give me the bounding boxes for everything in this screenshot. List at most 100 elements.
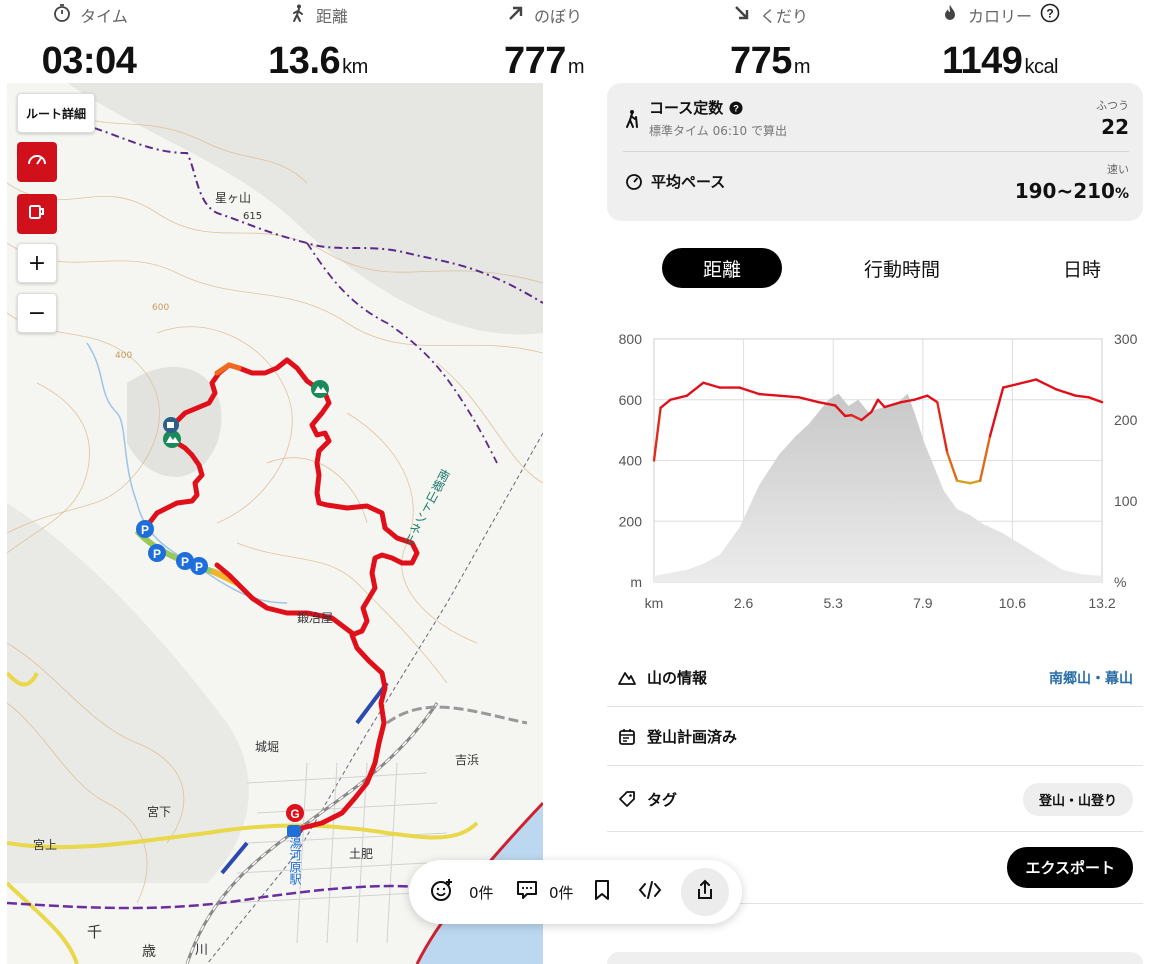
contour-label: 600	[152, 303, 170, 313]
pace-line-segment	[899, 398, 916, 404]
y-right-tick-label: 200	[1114, 412, 1138, 428]
x-tick-label: 10.6	[999, 595, 1026, 611]
station-label: 湯河原駅	[288, 837, 302, 885]
stat-descent: くだり 775 m	[660, 0, 880, 83]
climb-plan-label: 登山計画済み	[647, 728, 738, 746]
summit-marker[interactable]	[163, 430, 181, 448]
like-count: 0件	[469, 883, 494, 902]
pace-line-segment	[817, 400, 837, 407]
pace-line-segment	[870, 398, 880, 414]
pace-line-segment	[1015, 378, 1038, 386]
pace-line-segment	[1001, 383, 1018, 389]
tab-datetime[interactable]: 日時	[1062, 258, 1101, 281]
stat-value: 1149	[941, 40, 1023, 82]
bookmark-icon	[592, 878, 612, 906]
pace-line-segment	[758, 392, 781, 397]
x-tick-label: 2.6	[734, 595, 754, 611]
place-label: 川	[195, 943, 209, 958]
stat-label: タイム	[80, 7, 128, 26]
x-tick-label: 13.2	[1088, 595, 1115, 611]
cup-button[interactable]	[17, 194, 57, 234]
y-left-tick-label: 200	[619, 513, 643, 529]
cup-icon	[26, 201, 48, 227]
course-info-card: コース定数 ? 標準タイム 06:10 で算出 ふつう 22 平均ペース 速い …	[607, 83, 1143, 221]
pace-line-segment	[850, 413, 863, 422]
mountain-info-label: 山の情報	[647, 669, 708, 687]
arrow-down-right-icon	[732, 3, 752, 27]
map-canvas[interactable]: P P P P G	[7, 83, 543, 964]
stat-label: のぼり	[533, 7, 582, 26]
pace-speed-label: 速い	[1107, 163, 1129, 176]
place-label: 鍛冶屋	[297, 611, 334, 625]
pace-line-segment	[652, 406, 662, 462]
parking-marker[interactable]: P	[136, 520, 154, 538]
tag-row[interactable]: タグ 登山・山登り	[607, 767, 1143, 832]
embed-button[interactable]	[637, 860, 663, 924]
parking-marker[interactable]: P	[148, 544, 166, 562]
pace-line-segment	[860, 410, 873, 422]
svg-text:G: G	[290, 807, 299, 821]
stat-value: 13.6	[268, 40, 341, 82]
place-label: 星ヶ山	[215, 191, 252, 205]
pace-line-segment	[1034, 378, 1058, 391]
pace-line-segment	[797, 396, 820, 404]
route-detail-button[interactable]: ルート詳細	[17, 93, 95, 133]
pace-line-segment	[936, 400, 949, 454]
tab-distance[interactable]: 距離	[662, 248, 782, 288]
summit-marker[interactable]	[311, 380, 329, 398]
pace-line-segment	[978, 434, 992, 482]
mountain-names-link[interactable]: 南郷山・幕山	[1049, 670, 1133, 687]
pace-line-segment	[702, 381, 722, 389]
goal-marker[interactable]: G	[286, 804, 304, 822]
pace-line-segment	[833, 404, 847, 418]
y-left-tick-label: 400	[619, 453, 643, 469]
difficulty-label: ふつう	[1096, 99, 1129, 112]
bookmark-button[interactable]	[592, 860, 612, 924]
flame-icon	[940, 3, 960, 27]
zoom-in-button[interactable]: +	[17, 243, 57, 283]
export-row: エクスポート	[607, 832, 1143, 904]
chart-canvas: km 2.6 5.3 7.9 10.6 13.2 800 600 400 200 m 300 200 10…	[619, 331, 1138, 611]
elevation-area	[654, 393, 1102, 582]
pace-line-segment	[926, 394, 939, 404]
place-label: 吉浜	[455, 753, 480, 767]
svg-text:?: ?	[1046, 7, 1053, 21]
stat-time: タイム 03:04	[0, 0, 200, 83]
speedometer-icon	[26, 149, 48, 175]
svg-text:P: P	[195, 560, 203, 574]
contour-label: 400	[115, 351, 133, 361]
hiker-icon	[623, 109, 641, 133]
tag-chip[interactable]: 登山・山登り	[1022, 782, 1133, 816]
stat-label: くだり	[759, 7, 808, 26]
comment-count: 0件	[549, 883, 574, 902]
pace-line-segment	[738, 386, 761, 396]
export-button[interactable]: エクスポート	[1007, 847, 1133, 888]
route-map[interactable]: P P P P G ルート詳細 + − 星ヶ山 615 600 400 鍛冶屋 …	[7, 83, 543, 964]
share-button[interactable]	[681, 868, 729, 916]
action-bar: 0件 0件	[409, 860, 742, 924]
chart-tabs: 距離 行動時間 日時	[607, 248, 1143, 290]
parking-marker[interactable]: P	[190, 557, 208, 575]
cafe-marker[interactable]	[163, 417, 179, 433]
like-button[interactable]: 0件	[429, 860, 494, 924]
help-icon[interactable]: ?	[1040, 3, 1060, 27]
zoom-out-button[interactable]: −	[17, 293, 57, 333]
speedometer-icon	[625, 172, 643, 194]
mountain-info-row[interactable]: 山の情報 南郷山・幕山	[607, 649, 1143, 707]
help-icon[interactable]: ?	[729, 99, 743, 117]
elevation-pace-chart: km 2.6 5.3 7.9 10.6 13.2 800 600 400 200 m 300 200 10…	[607, 320, 1143, 620]
svg-text:P: P	[181, 555, 189, 569]
tab-active-time[interactable]: 行動時間	[863, 258, 940, 281]
parking-marker[interactable]: P	[176, 552, 194, 570]
climb-plan-row[interactable]: 登山計画済み	[607, 708, 1143, 766]
svg-text:?: ?	[733, 104, 739, 115]
station-marker[interactable]	[287, 825, 301, 837]
arrow-up-right-icon	[506, 3, 526, 27]
pace-line-segment	[913, 394, 929, 401]
speedometer-button[interactable]	[17, 142, 57, 182]
comment-button[interactable]: 0件	[515, 860, 574, 924]
pace-line-segment	[659, 398, 672, 410]
course-constant-value: 22	[1101, 115, 1129, 139]
pace-line-segment	[669, 394, 689, 401]
stat-ascent: のぼり 777 m	[434, 0, 654, 83]
